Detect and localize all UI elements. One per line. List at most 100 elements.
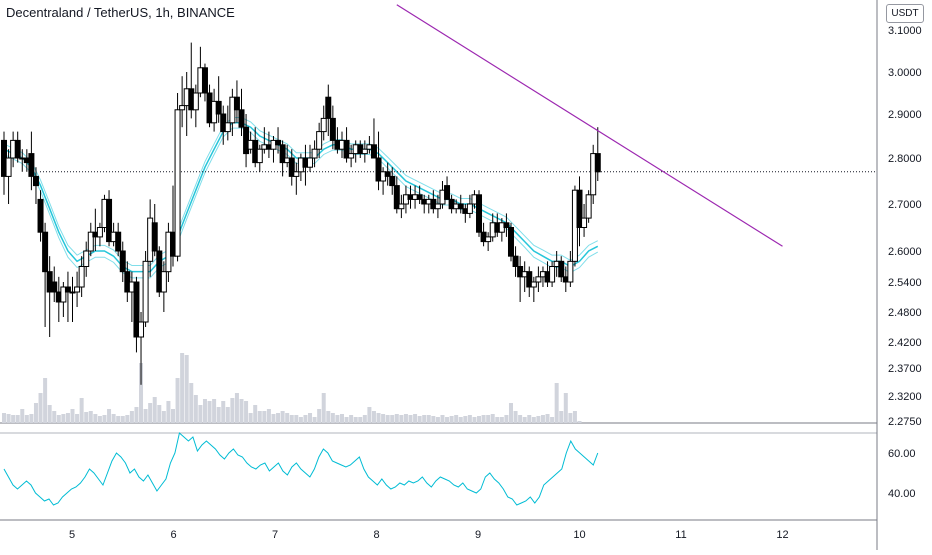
candle-down <box>51 281 58 293</box>
volume-bar <box>417 416 422 423</box>
candle-up <box>60 286 67 303</box>
price-tick-label: 2.5400 <box>888 277 922 289</box>
volume-bar <box>540 415 545 423</box>
volume-bar <box>303 415 308 423</box>
volume-bar <box>317 409 322 423</box>
volume-bar <box>239 399 244 423</box>
volume-bar <box>280 411 285 423</box>
candle-down <box>42 231 49 273</box>
volume-bar <box>550 417 555 423</box>
candle-up <box>585 194 592 219</box>
volume-bar <box>449 416 454 423</box>
volume-bar <box>435 417 440 423</box>
volume-bar <box>93 414 98 423</box>
volume-bar <box>193 395 198 423</box>
currency-label[interactable]: USDT <box>886 4 924 23</box>
volume-bar <box>244 401 249 423</box>
volume-bar <box>107 409 112 423</box>
candle-down <box>238 109 245 128</box>
volume-bar <box>234 393 239 423</box>
candle-up <box>530 281 537 288</box>
volume-bar <box>166 401 171 423</box>
candle-down <box>512 255 519 267</box>
volume-bar <box>216 407 221 423</box>
price-tick-label: 2.3700 <box>888 363 922 375</box>
candle-down <box>594 153 601 173</box>
volume-bar <box>312 417 317 423</box>
volume-bar <box>161 411 166 423</box>
candle-up <box>160 271 167 293</box>
candle-down <box>14 139 21 159</box>
volume-bar <box>531 417 536 423</box>
volume-bar <box>554 383 559 423</box>
volume-bar <box>152 397 157 423</box>
candle-up <box>348 153 355 159</box>
candle-up <box>307 157 314 168</box>
candle-down <box>119 250 126 273</box>
price-tick-label: 3.1000 <box>888 25 922 37</box>
candle-up <box>485 236 492 243</box>
volume-bar <box>148 403 153 423</box>
volume-bar <box>422 415 427 423</box>
candle-down <box>106 198 113 243</box>
volume-bar <box>139 363 144 423</box>
candle-up <box>179 105 186 111</box>
volume-bar <box>321 393 326 423</box>
volume-bar <box>349 415 354 423</box>
candle-up <box>581 217 588 229</box>
time-tick-label: 11 <box>675 529 686 541</box>
volume-bar <box>326 411 331 423</box>
time-tick-label: 5 <box>69 529 75 541</box>
ma-band-upper <box>3 117 598 266</box>
candle-up <box>174 109 181 257</box>
candle-up <box>361 148 368 155</box>
volume-bar <box>15 415 20 423</box>
volume-bar <box>225 407 230 423</box>
chart-title: Decentraland / TetherUS, 1h, BINANCE <box>6 5 235 20</box>
volume-bar <box>522 417 527 423</box>
volume-bar <box>180 353 185 423</box>
volume-bar <box>97 416 102 423</box>
volume-bar <box>70 409 75 423</box>
candle-down <box>115 231 122 252</box>
volume-bar <box>358 417 363 423</box>
volume-bar <box>508 403 513 423</box>
price-tick-label: 2.4200 <box>888 337 922 349</box>
candle-up <box>224 122 231 133</box>
candle-down <box>279 144 286 164</box>
price-tick-label: 2.2750 <box>888 416 922 428</box>
volume-bar <box>381 414 386 423</box>
volume-bar <box>572 411 577 423</box>
volume-bar <box>394 414 399 423</box>
candle-down <box>384 171 391 177</box>
volume-bar <box>568 413 573 423</box>
time-tick-label: 9 <box>475 529 481 541</box>
candle-up <box>466 203 473 214</box>
volume-bar <box>11 415 16 423</box>
volume-bar <box>367 407 372 423</box>
candle-up <box>320 117 327 133</box>
candle-down <box>37 198 44 233</box>
candle-down <box>288 157 295 177</box>
volume-bar <box>143 409 148 423</box>
volume-bar <box>157 405 162 423</box>
volume-bar <box>56 415 61 423</box>
candle-down <box>275 139 282 146</box>
volume-bar <box>184 355 189 423</box>
volume-bar <box>24 415 29 423</box>
volume-bar <box>399 415 404 423</box>
volume-bar <box>111 414 116 423</box>
candle-down <box>457 203 464 210</box>
volume-bar <box>490 414 495 423</box>
volume-bar <box>499 417 504 423</box>
volume-bar <box>116 416 121 423</box>
volume-bar <box>47 405 52 423</box>
volume-bar <box>385 415 390 423</box>
volume-bar <box>467 415 472 423</box>
candle-down <box>444 185 451 200</box>
time-tick-label: 10 <box>573 529 585 541</box>
rsi-line <box>3 432 599 506</box>
volume-bar <box>120 416 125 423</box>
